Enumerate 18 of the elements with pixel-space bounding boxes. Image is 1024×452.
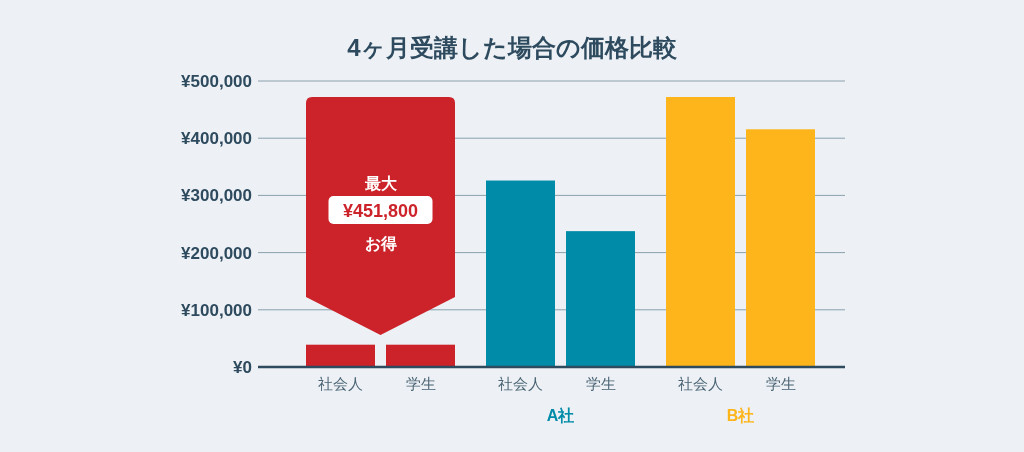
- chart-title: 4ヶ月受講した場合の価格比較: [347, 34, 678, 61]
- y-tick-label: ¥400,000: [181, 129, 252, 149]
- text: A社: [546, 407, 575, 424]
- annotation: お得: [364, 235, 397, 252]
- x-tick-label: 学生: [405, 375, 436, 392]
- text: B社: [726, 407, 755, 424]
- x-tick-label: 学生: [765, 375, 796, 392]
- y-tick-label: ¥100,000: [181, 300, 252, 320]
- x-tick-label: 学生: [585, 375, 616, 392]
- y-tick-label: ¥0: [233, 358, 252, 377]
- y-tick-label: ¥200,000: [181, 243, 252, 263]
- y-tick-label: ¥500,000: [181, 72, 252, 91]
- x-tick-label: 社会人: [318, 375, 363, 392]
- annotation: ¥451,800: [342, 201, 419, 221]
- y-tick-label: ¥300,000: [181, 186, 252, 206]
- x-tick-label: 社会人: [678, 375, 723, 392]
- x-tick-label: 社会人: [498, 375, 543, 392]
- annotation: 最大: [363, 175, 398, 192]
